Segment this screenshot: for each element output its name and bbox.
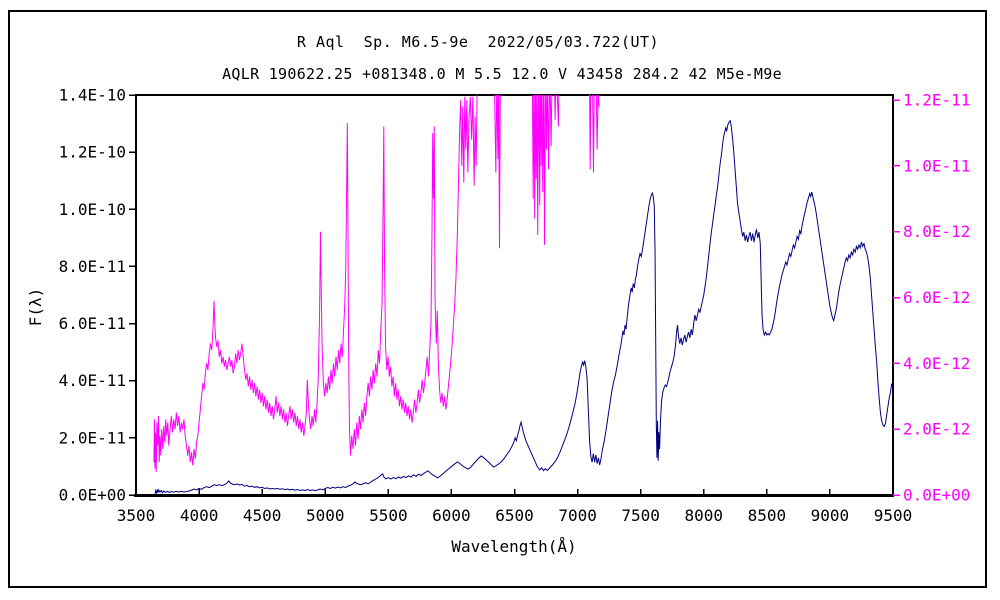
y-axis-left-tick-label: 1.2E-10: [59, 143, 126, 162]
y-axis-right-tick-label: 4.0E-12: [903, 354, 970, 373]
blue-side-spectrum-line: [153, 95, 600, 472]
y-axis-left-tick-label: 4.0E-11: [59, 371, 126, 390]
y-axis-right-tick-label: 0.0E+00: [903, 486, 970, 505]
red-side-spectrum-line: [154, 119, 893, 494]
x-axis-tick-label: 6000: [432, 506, 471, 525]
x-axis-label: Wavelength(Å): [451, 537, 576, 556]
y-axis-right-tick-label: 8.0E-12: [903, 222, 970, 241]
y-axis-left-tick-label: 8.0E-11: [59, 257, 126, 276]
axes-layer: 3500 4000 4500 5000 5500 6000 6500 7000 7500 8000…: [59, 86, 971, 526]
y-axis-right-tick-label: 2.0E-12: [903, 420, 970, 439]
y-axis-left-tick-label: 1.0E-10: [59, 200, 126, 219]
x-axis-tick-label: 5500: [369, 506, 408, 525]
x-axis-tick-label: 4000: [180, 506, 219, 525]
y-axis-left-tick-label: 0.0E+00: [59, 486, 126, 505]
x-axis-tick-label: 7000: [558, 506, 597, 525]
y-axis-left-tick-label: 1.4E-10: [59, 86, 126, 105]
x-axis-tick-label: 9000: [811, 506, 850, 525]
chart-subtitle: AQLR 190622.25 +081348.0 M 5.5 12.0 V 43…: [222, 65, 782, 83]
chart-title: R Aql Sp. M6.5-9e 2022/05/03.722(UT): [296, 33, 660, 51]
y-axis-right-tick-label: 1.2E-11: [903, 91, 970, 110]
y-axis-right-tick-label: 1.0E-11: [903, 156, 970, 175]
x-axis-tick-label: 5000: [306, 506, 345, 525]
x-axis-tick-label: 6500: [495, 506, 534, 525]
y-axis-label: F(λ): [26, 288, 45, 327]
x-axis-tick-label: 8000: [684, 506, 723, 525]
series-layer: [153, 95, 893, 494]
x-axis-tick-label: 4500: [243, 506, 282, 525]
x-axis-tick-label: 9500: [874, 506, 913, 525]
y-axis-left-tick-label: 2.0E-11: [59, 428, 126, 447]
y-axis-left-tick-label: 6.0E-11: [59, 314, 126, 333]
y-axis-right-tick-label: 6.0E-12: [903, 288, 970, 307]
x-axis-tick-label: 3500: [117, 506, 156, 525]
x-axis-tick-label: 7500: [621, 506, 660, 525]
labels-layer: Wavelength(Å) F(λ): [26, 288, 577, 556]
x-axis-tick-label: 8500: [748, 506, 787, 525]
chart-frame: [135, 94, 894, 496]
